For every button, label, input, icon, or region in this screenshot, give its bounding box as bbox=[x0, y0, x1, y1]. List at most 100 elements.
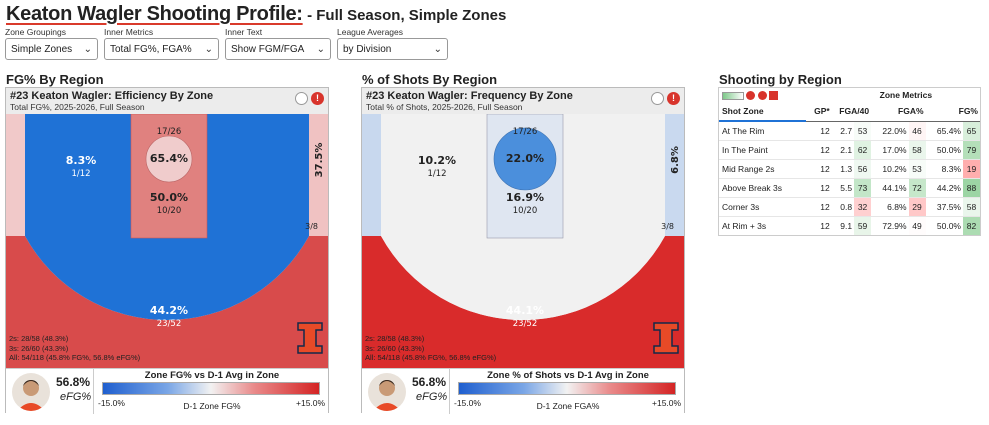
cell-zone: At Rim + 3s bbox=[722, 220, 767, 231]
legend-mid: D-1 Zone FG% bbox=[183, 401, 241, 411]
section-title-frequency: % of Shots By Region bbox=[362, 72, 498, 87]
chevron-down-icon: ⌄ bbox=[83, 43, 92, 55]
chevron-down-icon: ⌄ bbox=[316, 43, 325, 55]
cell-fg: 37.5% bbox=[936, 201, 961, 212]
legend-mid: D-1 Zone FGA% bbox=[536, 401, 600, 411]
legend-gradient-bar bbox=[102, 382, 320, 395]
col-fga40[interactable]: FGA/40 bbox=[839, 106, 870, 117]
frequency-footer: 56.8% eFG% Zone % of Shots vs D-1 Avg in… bbox=[362, 368, 684, 414]
cell-fga40: 9.1 bbox=[840, 220, 853, 231]
toggle-circle-button[interactable] bbox=[651, 92, 664, 105]
paint-fg-label: 50.0% bbox=[150, 191, 188, 204]
player-headshot-icon bbox=[373, 380, 401, 411]
rim-fga-label: 22.0% bbox=[506, 152, 544, 165]
avatar bbox=[368, 373, 406, 411]
cell-fgap: 10.2% bbox=[882, 163, 907, 174]
chevron-down-icon: ⌄ bbox=[433, 43, 442, 55]
stat-all: All: 54/118 (45.8% FG%, 56.8% eFG%) bbox=[9, 353, 141, 362]
info-icon[interactable]: ! bbox=[311, 92, 324, 105]
title-subtitle: - Full Season, Simple Zones bbox=[307, 7, 507, 24]
col-fgap[interactable]: FGA% bbox=[898, 106, 924, 117]
legend-title: Zone FG% vs D-1 Avg in Zone bbox=[144, 370, 280, 381]
efficiency-card-subtitle: Total FG%, 2025-2026, Full Season bbox=[10, 102, 145, 112]
col-shot-zone[interactable]: Shot Zone bbox=[719, 102, 806, 122]
cell-fg: 50.0% bbox=[936, 144, 961, 155]
page-title: Keaton Wagler Shooting Profile: - Full S… bbox=[6, 3, 506, 26]
toggle-circle-button[interactable] bbox=[295, 92, 308, 105]
cell-fgap: 17.0% bbox=[882, 144, 907, 155]
cell-fgap-pct: 58 bbox=[908, 140, 926, 159]
legend-min: -15.0% bbox=[98, 398, 125, 408]
cell-fg: 8.3% bbox=[941, 163, 961, 174]
settings-icon[interactable] bbox=[757, 91, 767, 101]
col-gp[interactable]: GP* bbox=[814, 106, 830, 117]
table-row: Corner 3s 12 0.8 32 6.8% 29 37.5% 58 bbox=[719, 197, 980, 216]
inner-text-select[interactable]: Show FGM/FGA ⌄ bbox=[225, 38, 331, 60]
cell-fg: 44.2% bbox=[936, 182, 961, 193]
legend-max: +15.0% bbox=[296, 398, 326, 408]
cell-fga40: 5.5 bbox=[840, 182, 853, 193]
cell-fgap: 44.1% bbox=[882, 182, 907, 193]
cell-gp: 12 bbox=[820, 144, 830, 155]
stat-threes: 3s: 26/60 (43.3%) bbox=[365, 343, 425, 353]
inner-metrics-select[interactable]: Total FG%, FGA% ⌄ bbox=[104, 38, 219, 60]
table-row: At The Rim 12 2.7 53 22.0% 46 65.4% 65 bbox=[719, 121, 980, 140]
color-scale-icon[interactable] bbox=[722, 91, 744, 100]
cell-zone: At The Rim bbox=[722, 125, 765, 136]
efg-value: 56.8% bbox=[56, 375, 91, 389]
avatar bbox=[12, 373, 50, 411]
zone-groupings-label: Zone Groupings bbox=[5, 27, 66, 37]
cell-zone: Above Break 3s bbox=[722, 182, 783, 193]
league-averages-select[interactable]: by Division ⌄ bbox=[337, 38, 448, 60]
illinois-logo bbox=[653, 322, 679, 354]
divider bbox=[449, 369, 450, 414]
cell-fgap-pct: 72 bbox=[908, 178, 926, 197]
cell-fg-pct: 88 bbox=[963, 178, 980, 197]
mid-fg-label: 8.3% bbox=[66, 154, 97, 167]
filter-icon[interactable] bbox=[746, 91, 756, 101]
frequency-card-title: #23 Keaton Wagler: Frequency By Zone bbox=[366, 90, 573, 102]
zone-metrics-table: Zone Metrics Shot Zone GP* FGA/40 FGA% F… bbox=[719, 88, 980, 235]
paint-fgm-label: 10/20 bbox=[513, 206, 538, 216]
info-icon[interactable]: ! bbox=[667, 92, 680, 105]
cell-fga40: 1.3 bbox=[840, 163, 853, 174]
section-title-table: Shooting by Region bbox=[719, 72, 842, 87]
stat-threes: 3s: 26/60 (43.3%) bbox=[9, 343, 69, 353]
table-tools bbox=[719, 88, 832, 102]
league-averages-value: by Division bbox=[343, 43, 392, 55]
cell-gp: 12 bbox=[820, 163, 830, 174]
zone-corner-right bbox=[309, 114, 328, 236]
cell-fg-pct: 82 bbox=[963, 216, 980, 235]
cell-fga40-pct: 73 bbox=[854, 178, 872, 197]
title-main: Keaton Wagler Shooting Profile: bbox=[6, 3, 303, 25]
player-headshot-icon bbox=[17, 380, 45, 411]
inner-text-control: Inner Text Show FGM/FGA ⌄ bbox=[225, 27, 331, 60]
above-break-fga-label: 44.1% bbox=[506, 304, 544, 317]
cell-fga40-pct: 62 bbox=[854, 140, 872, 159]
cell-fga40: 2.7 bbox=[840, 125, 853, 136]
cell-fg-pct: 65 bbox=[963, 121, 980, 140]
inner-metrics-value: Total FG%, FGA% bbox=[110, 43, 192, 55]
frequency-stats: 2s: 28/58 (48.3%) 3s: 26/60 (43.3%) All:… bbox=[365, 334, 496, 363]
cell-fgap-pct: 53 bbox=[908, 159, 926, 178]
download-icon[interactable] bbox=[769, 91, 779, 101]
zone-corner-right bbox=[665, 114, 684, 236]
efg-label: eFG% bbox=[60, 391, 92, 403]
cell-fga40-pct: 32 bbox=[854, 197, 872, 216]
cell-zone: In The Paint bbox=[722, 144, 768, 155]
above-break-fgm-label: 23/52 bbox=[157, 319, 182, 329]
cell-fga40-pct: 59 bbox=[854, 216, 872, 235]
illinois-logo bbox=[297, 322, 323, 354]
inner-text-value: Show FGM/FGA bbox=[231, 43, 305, 55]
cell-fga40-pct: 56 bbox=[854, 159, 872, 178]
section-title-fg: FG% By Region bbox=[6, 72, 104, 87]
cell-fgap-pct: 49 bbox=[908, 216, 926, 235]
col-fg[interactable]: FG% bbox=[958, 106, 978, 117]
cell-fga40: 0.8 bbox=[840, 201, 853, 212]
cell-fgap: 22.0% bbox=[882, 125, 907, 136]
zone-groupings-select[interactable]: Simple Zones ⌄ bbox=[5, 38, 98, 60]
legend-min: -15.0% bbox=[454, 398, 481, 408]
cell-zone: Corner 3s bbox=[722, 201, 760, 212]
efg-label: eFG% bbox=[416, 391, 448, 403]
cell-gp: 12 bbox=[820, 182, 830, 193]
